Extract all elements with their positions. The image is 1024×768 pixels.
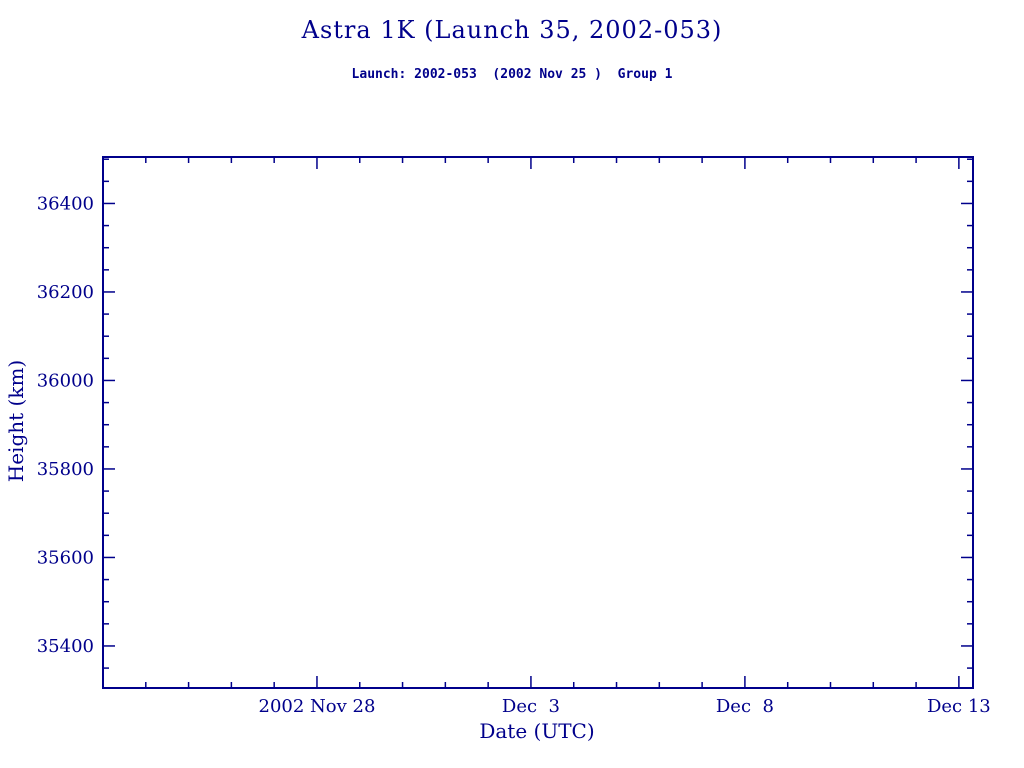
y-tick-label: 36200: [37, 282, 94, 303]
x-tick-label: Dec 3: [502, 696, 560, 717]
chart-subtitle: Launch: 2002-053 (2002 Nov 25 ) Group 1: [351, 67, 673, 82]
x-tick-label: 2002 Nov 28: [259, 696, 376, 717]
y-tick-label: 35600: [37, 547, 94, 568]
x-tick-label: Dec 13: [927, 696, 991, 717]
x-axis-label: Date (UTC): [479, 719, 595, 743]
y-tick-label: 36400: [37, 193, 94, 214]
y-tick-label: 35400: [37, 636, 94, 657]
x-tick-label: Dec 8: [716, 696, 774, 717]
chart-title: Astra 1K (Launch 35, 2002-053): [301, 16, 723, 44]
y-tick-label: 35800: [37, 459, 94, 480]
plot-frame: [102, 156, 974, 689]
y-tick-label: 36000: [37, 370, 94, 391]
